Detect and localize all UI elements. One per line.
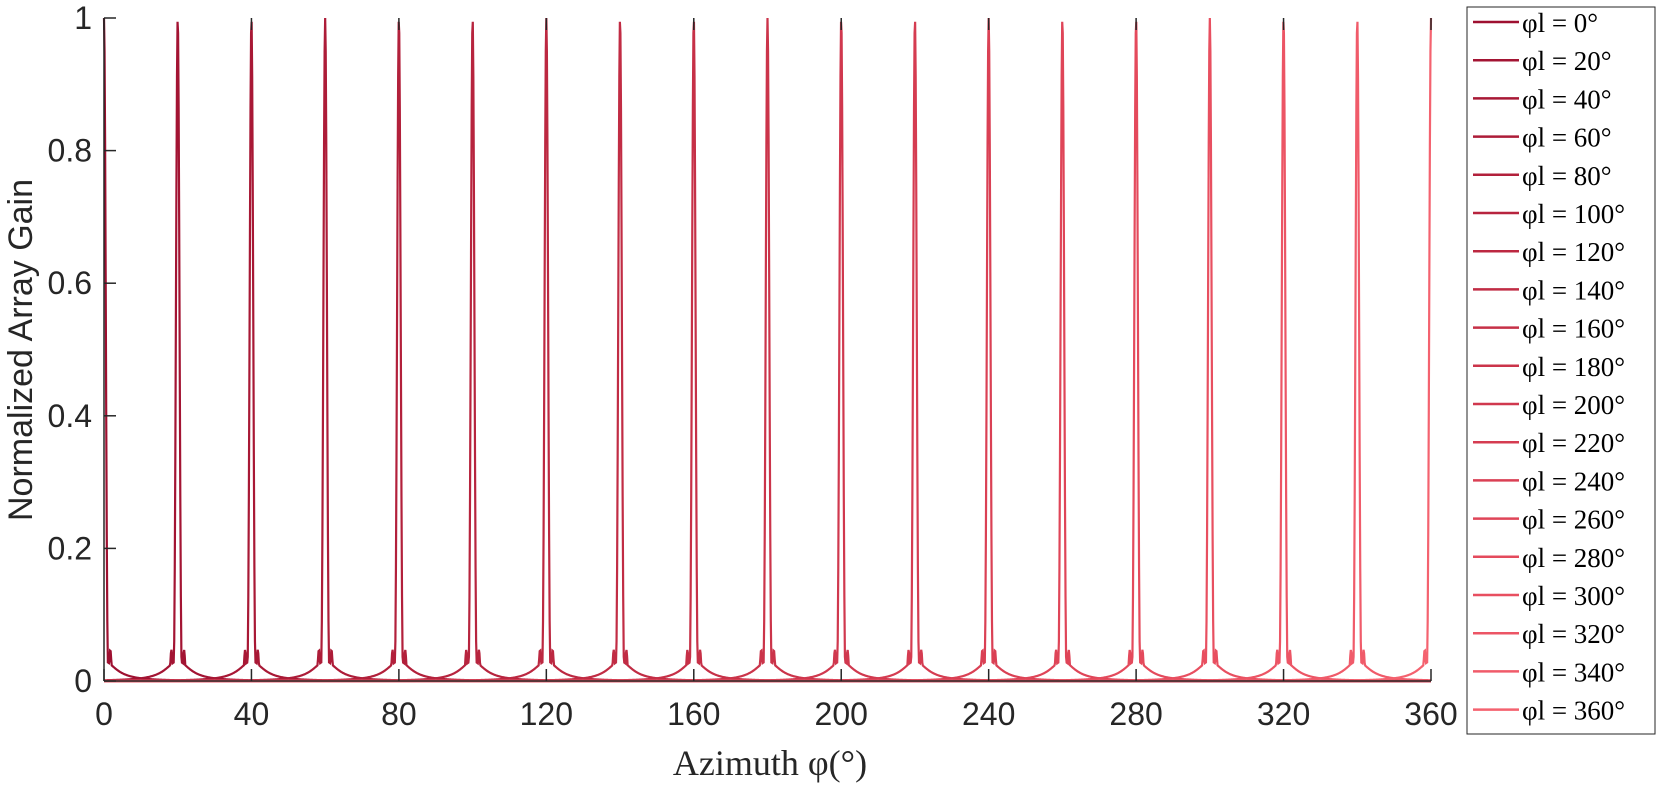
- legend-label: φl = 220°: [1522, 428, 1625, 458]
- y-axis-label: Normalized Array Gain: [2, 179, 40, 521]
- y-tick-label: 0.2: [48, 530, 92, 566]
- x-ticks: 0 40 80 120 160 200 240 280 320 360: [95, 18, 1458, 732]
- x-tick-label: 40: [234, 696, 270, 732]
- legend: φl = 0° φl = 20° φl = 40° φl = 60° φl = 80° φ…: [1466, 6, 1656, 735]
- legend-label: φl = 260°: [1522, 505, 1625, 535]
- legend-label: φl = 300°: [1522, 581, 1625, 611]
- series-lines: [102, 17, 1433, 683]
- y-ticks: 0 0.2 0.4 0.6 0.8 1: [48, 0, 116, 699]
- legend-label: φl = 20°: [1522, 46, 1612, 76]
- legend-box: [1466, 6, 1656, 735]
- series-line: [104, 17, 1431, 683]
- legend-label: φl = 100°: [1522, 199, 1625, 229]
- legend-label: φl = 40°: [1522, 84, 1612, 114]
- y-tick-label: 0.6: [48, 265, 92, 301]
- legend-label: φl = 280°: [1522, 543, 1625, 573]
- legend-label: φl = 340°: [1522, 657, 1625, 687]
- y-tick-label: 0.4: [48, 398, 92, 434]
- legend-label: φl = 180°: [1522, 352, 1625, 382]
- x-tick-label: 280: [1109, 696, 1162, 732]
- legend-label: φl = 160°: [1522, 314, 1625, 344]
- x-axis-label: Azimuth φ(°): [673, 743, 867, 783]
- legend-label: φl = 80°: [1522, 161, 1612, 191]
- legend-label: φl = 320°: [1522, 619, 1625, 649]
- legend-label: φl = 140°: [1522, 275, 1625, 305]
- legend-label: φl = 200°: [1522, 390, 1625, 420]
- x-tick-label: 120: [520, 696, 573, 732]
- legend-label: φl = 360°: [1522, 696, 1625, 726]
- legend-label: φl = 60°: [1522, 123, 1612, 153]
- legend-label: φl = 240°: [1522, 466, 1625, 496]
- y-tick-label: 1: [74, 0, 92, 36]
- legend-label: φl = 120°: [1522, 237, 1625, 267]
- x-tick-label: 160: [667, 696, 720, 732]
- x-tick-label: 320: [1257, 696, 1310, 732]
- y-tick-label: 0: [74, 663, 92, 699]
- y-tick-label: 0.8: [48, 133, 92, 169]
- x-tick-label: 360: [1404, 696, 1457, 732]
- x-tick-label: 240: [962, 696, 1015, 732]
- x-tick-label: 0: [95, 696, 113, 732]
- x-tick-label: 200: [815, 696, 868, 732]
- legend-label: φl = 0°: [1522, 8, 1598, 38]
- x-tick-label: 80: [381, 696, 417, 732]
